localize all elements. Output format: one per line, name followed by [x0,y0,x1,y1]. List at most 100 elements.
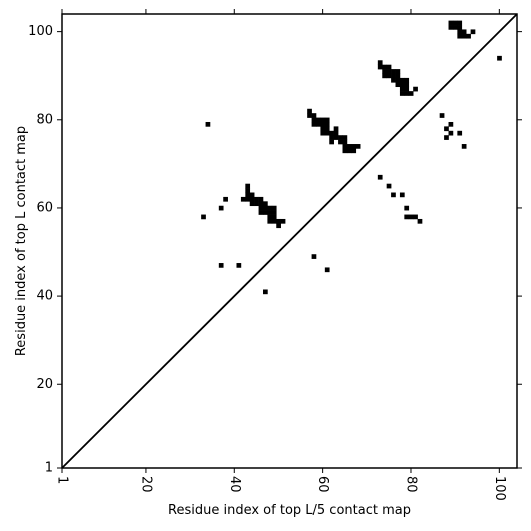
contact-point [457,20,463,26]
contact-point [254,201,259,207]
contact-point [399,192,405,198]
contact-point [386,69,392,74]
contact-point [391,77,396,83]
plot-frame [61,13,518,469]
contact-point [417,218,423,224]
contact-point [404,91,410,96]
contact-point [444,135,449,140]
y-tick-label: 100 [28,24,53,39]
contact-point [377,174,383,180]
contact-point [351,148,357,154]
contact-point [329,139,334,145]
contact-point [307,108,312,114]
contact-point [276,218,281,224]
contact-point [249,192,255,198]
contact-point [280,218,286,224]
contact-point [457,33,463,39]
contact-point [404,82,410,88]
y-tick-label: 80 [36,112,53,127]
contact-point [413,214,418,220]
contact-point [267,218,273,224]
x-tick-label: 20 [138,476,153,493]
contact-point [218,205,224,211]
contact-point [271,218,277,224]
contact-point [377,64,383,70]
x-tick-label: 1 [55,476,70,484]
contact-point [461,29,467,35]
contact-point [258,210,264,215]
x-tick-label: 40 [227,476,242,493]
contact-point [236,263,242,268]
contact-point [448,20,454,26]
contact-point [386,183,392,189]
y-tick-label: 40 [36,289,53,304]
contact-point [316,117,321,123]
contact-point [386,64,392,70]
contact-point [307,113,312,118]
contact-point [346,148,352,154]
contact-point [386,73,392,79]
contact-point [324,126,330,132]
contact-point [497,55,502,61]
contact-point [404,205,410,211]
contact-point [311,121,317,127]
contact-point [271,205,277,211]
contact-point [391,69,396,74]
contact-point [324,267,330,273]
contact-point [263,205,268,211]
contact-point [320,126,326,132]
x-axis-label: Residue index of top L/5 contact map [168,503,411,518]
contact-point [408,91,414,96]
contact-point [351,144,357,149]
contact-point [267,214,273,220]
contact-point [263,210,268,215]
diagonal-line [61,13,518,469]
contact-point [461,144,467,149]
contact-point [391,73,396,79]
contact-point [452,25,458,30]
contact-point [201,214,206,220]
contact-point [245,183,251,189]
contact-point [342,135,348,140]
contact-point [240,196,246,202]
contact-point [249,196,255,202]
contact-point [338,135,343,140]
contact-point [271,214,277,220]
contact-point [263,289,268,295]
contact-point [399,77,405,83]
contact-point [324,117,330,123]
contact-point [324,130,330,136]
contact-point [342,139,348,145]
contact-point [399,86,405,92]
contact-point [333,130,339,136]
contact-point [413,86,418,92]
contact-point [448,121,454,127]
y-axis-label: Residue index of top L contact map [14,126,29,356]
contact-point [391,192,396,198]
contact-point [457,29,463,35]
contact-point [377,60,383,65]
contact-point [320,121,326,127]
contact-point [457,25,463,30]
contact-point [342,148,348,154]
contact-point [324,121,330,127]
plot-area [61,13,518,469]
contact-point [395,82,401,88]
contact-point [448,130,454,136]
contact-point [311,117,317,123]
contact-point [329,130,334,136]
contact-point [320,117,326,123]
x-tick-label: 100 [492,476,507,501]
contact-point [258,205,264,211]
contact-point [263,201,268,207]
contact-point [258,201,264,207]
contact-point [333,135,339,140]
contact-point [258,196,264,202]
contact-point [223,196,228,202]
contact-point [245,196,251,202]
contact-point [311,113,317,118]
y-tick-label: 60 [36,200,53,215]
contact-point [355,144,361,149]
contact-point [457,130,463,136]
